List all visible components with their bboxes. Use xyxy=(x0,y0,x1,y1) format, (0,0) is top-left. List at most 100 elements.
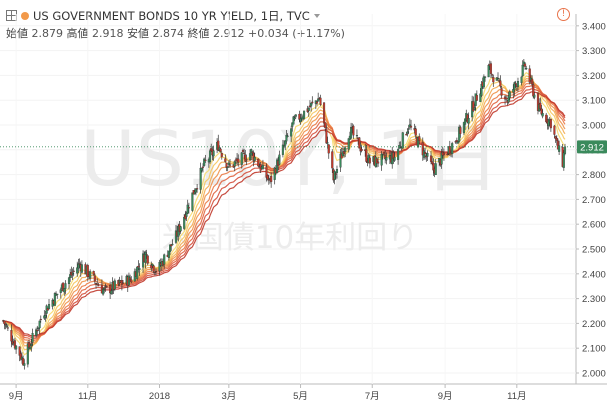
candle-body xyxy=(185,212,188,217)
x-tick-label: 9月 xyxy=(9,391,24,402)
candle-body xyxy=(138,268,141,270)
candle-body xyxy=(333,171,336,180)
candle-body xyxy=(136,266,139,279)
candle-body xyxy=(208,150,212,163)
y-tick-label: 3.100 xyxy=(582,96,606,107)
candle-body xyxy=(487,65,490,78)
candle-body xyxy=(283,145,286,147)
candle-body xyxy=(347,138,350,150)
candle-body xyxy=(434,163,437,176)
candle-body xyxy=(220,153,223,157)
candle-body xyxy=(523,63,527,67)
candle-body xyxy=(406,131,409,134)
candle-body xyxy=(219,148,222,152)
candle-body xyxy=(129,277,132,280)
candle-body xyxy=(327,144,330,154)
candle-body xyxy=(473,107,476,110)
candle-body xyxy=(360,149,363,151)
candle-body xyxy=(499,80,502,87)
candle-body xyxy=(317,98,320,102)
candle-body xyxy=(146,255,149,264)
candle-body xyxy=(261,164,264,170)
candle-body xyxy=(307,108,310,111)
candle-body xyxy=(514,82,517,85)
change-value: +0.034 (+1.17%) xyxy=(248,27,345,40)
candle-body xyxy=(532,84,535,97)
candle-body xyxy=(315,101,319,104)
candle-body xyxy=(241,150,244,152)
candle-body xyxy=(467,118,470,124)
candle-body xyxy=(62,282,65,292)
candle-body xyxy=(6,327,9,329)
x-tick-label: 5月 xyxy=(293,391,308,402)
symbol-dot-icon xyxy=(21,12,29,20)
candle-body xyxy=(464,118,467,125)
y-tick-label: 2.800 xyxy=(582,170,606,181)
candle-body xyxy=(163,254,166,265)
candle-body xyxy=(455,140,458,143)
candle-body xyxy=(4,324,7,326)
candle-body xyxy=(59,289,62,293)
candle-body xyxy=(492,77,495,83)
candle-body xyxy=(539,102,542,110)
y-tick-label: 2.400 xyxy=(582,269,606,280)
close-label: 終値 xyxy=(187,27,210,40)
header-title-row: US GOVERNMENT BONDS 10 YR YIELD, 1日, TVC xyxy=(6,8,320,24)
candle-body xyxy=(30,344,33,346)
candle-body xyxy=(96,283,99,285)
candle-body xyxy=(153,272,156,274)
candle-body xyxy=(3,320,6,324)
candle-body xyxy=(227,162,230,165)
alert-icon[interactable]: ! xyxy=(557,8,570,21)
candle-body xyxy=(350,126,353,139)
candle-body xyxy=(92,270,95,275)
candle-body xyxy=(331,151,334,169)
open-label: 始値 xyxy=(6,27,28,40)
chevron-down-icon[interactable] xyxy=(313,14,320,18)
y-tick-label: 3.300 xyxy=(582,46,606,57)
candle-body xyxy=(130,279,133,283)
candle-body xyxy=(291,122,294,127)
candle-body xyxy=(563,146,567,154)
candle-body xyxy=(137,265,140,268)
candle-body xyxy=(200,167,203,171)
candle-body xyxy=(426,153,429,157)
candle-body xyxy=(520,76,523,83)
candle-body xyxy=(480,83,483,96)
candle-body xyxy=(489,63,493,74)
candle-body xyxy=(26,343,29,365)
y-tick-label: 3.400 xyxy=(582,21,606,32)
candle-body xyxy=(191,192,194,211)
candle-body xyxy=(500,88,503,96)
candle-body xyxy=(251,151,254,153)
candle-body xyxy=(243,152,246,154)
candle-body xyxy=(53,293,56,306)
y-tick-label: 3.200 xyxy=(582,71,606,82)
candle-body xyxy=(401,132,404,149)
candle-body xyxy=(397,149,400,160)
watermark-description: 米国債10年利回り xyxy=(162,220,418,256)
candle-body xyxy=(38,320,41,329)
candle-body xyxy=(267,179,270,181)
candle-body xyxy=(196,188,199,190)
ohlc-row: 始値 2.879 高値 2.918 安値 2.874 終値 2.912 +0.0… xyxy=(6,25,345,41)
candle-body xyxy=(187,207,190,209)
symbol-title[interactable]: US GOVERNMENT BONDS 10 YR YIELD, 1日, TVC xyxy=(33,9,310,23)
candle-body xyxy=(496,77,500,80)
candle-body xyxy=(97,285,100,287)
candle-body xyxy=(339,153,342,168)
candle-body xyxy=(407,128,410,130)
candle-body xyxy=(358,137,361,149)
candle-body xyxy=(310,102,313,107)
candle-body xyxy=(377,161,380,164)
candle-body xyxy=(122,282,125,284)
candle-body xyxy=(344,147,347,152)
candle-body xyxy=(479,93,482,103)
candle-body xyxy=(31,333,34,343)
candle-body xyxy=(265,166,268,178)
candle-body xyxy=(293,117,296,120)
candle-body xyxy=(355,135,359,137)
candle-body xyxy=(23,363,26,366)
y-tick-label: 2.000 xyxy=(582,369,606,380)
